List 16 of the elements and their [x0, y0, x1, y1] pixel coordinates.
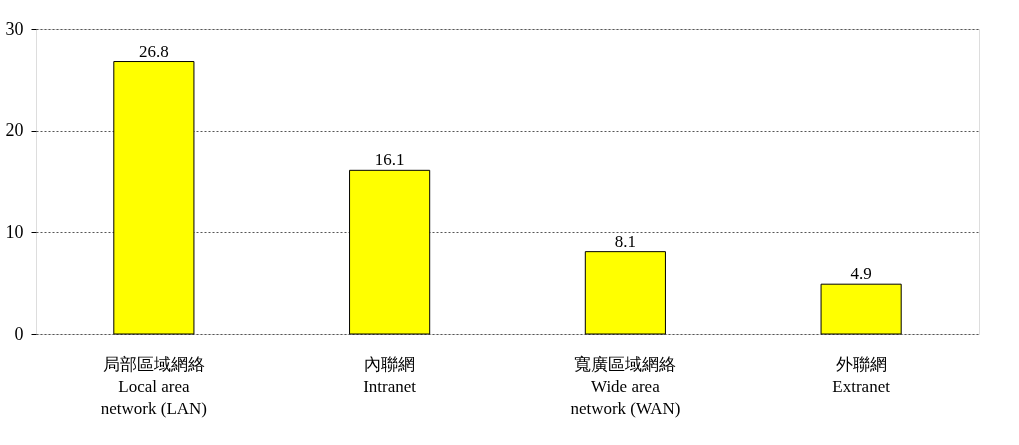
- y-tick-label: 20: [5, 120, 24, 141]
- data-label: 26.8: [139, 41, 169, 61]
- y-tick-label: 10: [5, 221, 24, 242]
- x-tick-label: 內聯網 Intranet: [363, 354, 417, 396]
- bar: [584, 251, 666, 335]
- bar: [820, 283, 902, 335]
- x-tick-label: 局部區域網絡 Local area network (LAN): [100, 354, 207, 418]
- data-label: 16.1: [374, 150, 405, 170]
- x-tick-label: 寬廣區域網絡 Wide area network (WAN): [570, 354, 681, 418]
- y-tick-label: 0: [14, 323, 24, 344]
- bar: [349, 169, 431, 335]
- y-tick-label: 30: [5, 18, 24, 39]
- data-label: 8.1: [614, 231, 636, 251]
- bar: [113, 61, 195, 335]
- data-label: 4.9: [850, 264, 872, 284]
- x-tick-label: 外聯網 Extranet: [832, 354, 891, 396]
